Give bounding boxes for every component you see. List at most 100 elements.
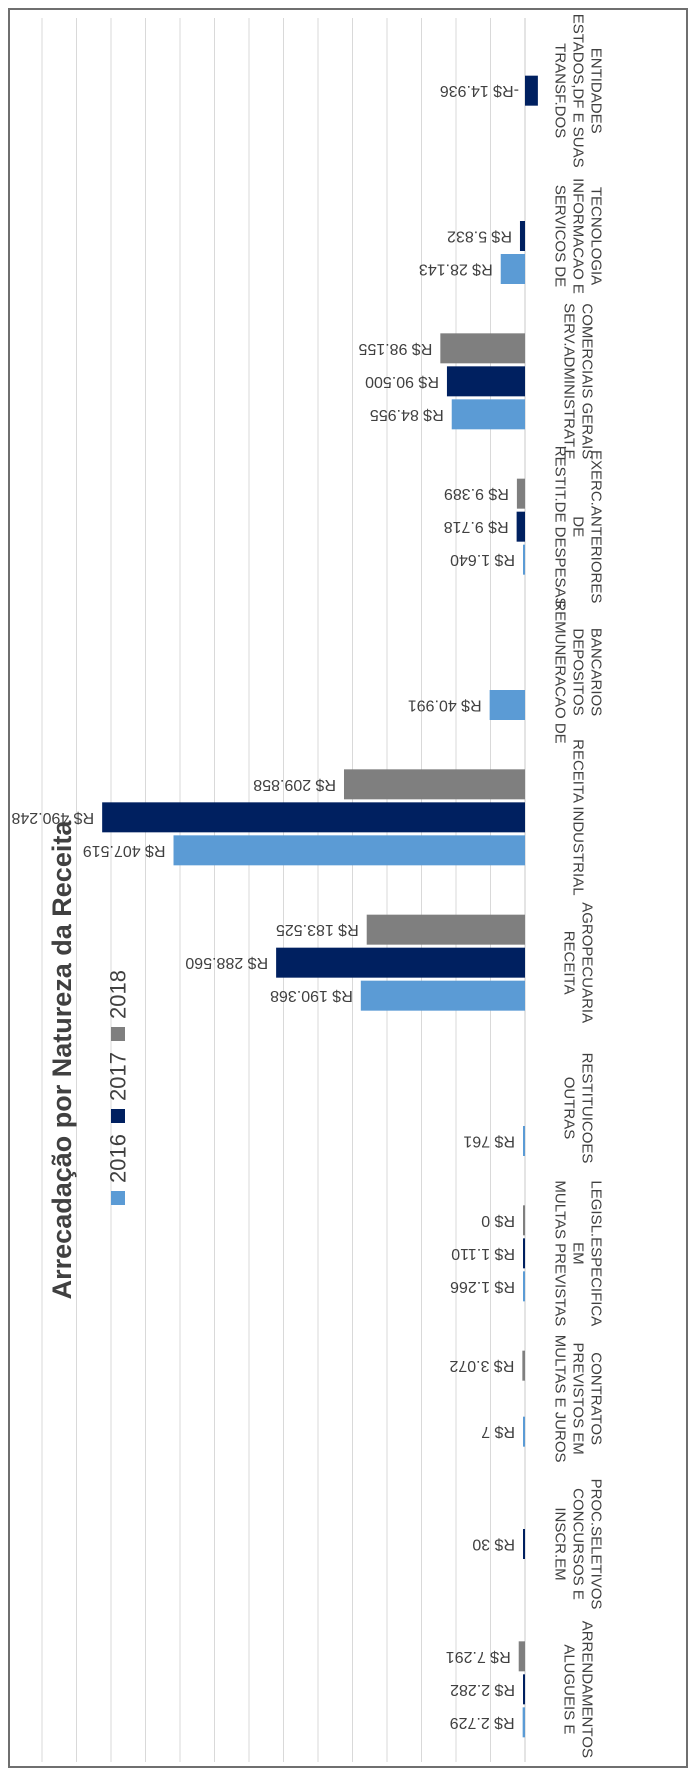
legend-label-2018: 2018	[106, 970, 131, 1019]
bar-2016	[523, 1271, 525, 1302]
data-label: R$ 28.143	[419, 261, 493, 278]
category-label: INSCR.EM CONCURSOS E PROC.SELETIVOS	[552, 1479, 605, 1610]
bar-2017	[523, 1238, 525, 1269]
data-label: R$ 490.248	[11, 809, 94, 826]
bar-2018	[366, 914, 525, 945]
category-label: OUTRAS RESTITUICOES	[561, 1053, 596, 1164]
category-label-line: ESTADOS,DF E SUAS	[570, 14, 587, 168]
bar-2018	[516, 478, 525, 509]
chart-title: Arrecadação por Natureza da Receita	[47, 820, 77, 1300]
category-label-line: EM	[570, 1242, 587, 1265]
category-label-line: BANCARIOS	[588, 628, 605, 716]
data-label: R$ 1.110	[451, 1245, 515, 1262]
data-label: R$ 2.282	[450, 1681, 515, 1698]
bar-2018	[522, 1350, 525, 1381]
bar-2017	[446, 366, 525, 397]
category-label-line: TRANSF.DOS	[552, 43, 569, 138]
data-label: -R$ 14.936	[440, 82, 519, 99]
bar-2018	[343, 769, 525, 800]
bar-2017	[525, 75, 538, 106]
bar-2017	[102, 802, 525, 833]
category-label-line: MULTAS PREVISTAS	[552, 1180, 569, 1326]
data-label: R$ 761	[463, 1133, 515, 1150]
data-label: R$ 209.858	[253, 776, 336, 793]
bar-2017	[276, 947, 525, 978]
category-label: MULTAS E JUROS PREVISTOS EM CONTRATOS	[552, 1335, 605, 1463]
category-label: SERV.ADMINISTRAT.E COMERCIAIS GERAIS	[561, 303, 596, 459]
category-label-line: COMERCIAIS GERAIS	[579, 303, 596, 459]
category-label-line: SERVICOS DE	[552, 185, 569, 287]
category-label-line: OUTRAS	[561, 1077, 578, 1140]
bar-2017	[519, 221, 525, 251]
bar-2017	[523, 1674, 525, 1705]
category-label-line: RECEITA INDUSTRIAL	[570, 739, 587, 895]
category-label-line: ALUGUEIS E	[561, 1644, 578, 1734]
data-label: R$ 3.072	[449, 1357, 514, 1374]
bar-2017	[523, 1529, 525, 1559]
category-label-line: REMUNERACAO DE	[552, 600, 569, 743]
bar-2016	[500, 254, 525, 284]
data-label: R$ 9.718	[444, 518, 509, 535]
data-label: R$ 288.560	[185, 954, 268, 971]
data-label: R$ 2.729	[450, 1714, 515, 1731]
data-label: R$ 7	[481, 1423, 515, 1440]
legend-label-2017: 2017	[106, 1052, 131, 1101]
bar-2016	[523, 544, 525, 575]
bar-2017	[516, 511, 525, 542]
category-label-line: RESTITUICOES	[579, 1053, 596, 1164]
data-label: R$ 7.291	[446, 1648, 511, 1665]
data-label: R$ 40.991	[408, 697, 482, 714]
category-label-line: DE	[570, 516, 587, 537]
data-label: R$ 9.389	[444, 485, 509, 502]
bar-2016	[522, 1707, 525, 1738]
legend-label-2016: 2016	[106, 1134, 131, 1183]
category-label-line: INSCR.EM	[552, 1507, 569, 1580]
data-label: R$ 407.519	[83, 842, 166, 859]
category-label-line: SERV.ADMINISTRAT.E	[561, 303, 578, 459]
bar-2018	[518, 1641, 525, 1672]
category-label: REMUNERACAO DE DEPOSITOS BANCARIOS	[552, 600, 605, 743]
data-label: R$ 84.955	[370, 406, 444, 423]
legend-swatch-2017	[111, 1109, 125, 1123]
bar-2016	[523, 1416, 525, 1447]
category-label-line: RESTIT.DE DESPESAS	[552, 446, 569, 608]
data-label: R$ 183.525	[276, 921, 359, 938]
category-label-line: LEGISL.ESPECIFICA	[588, 1180, 605, 1326]
category-label: ALUGUEIS E ARRENDAMENTOS	[561, 1621, 596, 1758]
category-label: MULTAS PREVISTAS EM LEGISL.ESPECIFICA	[552, 1180, 605, 1326]
category-label-line: DEPOSITOS	[570, 628, 587, 715]
category-label-line: AGROPECUARIA	[579, 902, 596, 1023]
bar-2016	[173, 835, 525, 866]
category-label-line: PROC.SELETIVOS	[588, 1479, 605, 1610]
bar-2016	[451, 399, 525, 430]
bar-2016	[360, 980, 525, 1011]
category-label-line: EXERC.ANTERIORES	[588, 450, 605, 603]
data-label: R$ 30	[472, 1536, 515, 1553]
category-label-line: ENTIDADES	[588, 48, 605, 134]
category-label-line: CONCURSOS E	[570, 1488, 587, 1600]
legend-swatch-2018	[111, 1027, 125, 1041]
data-label: R$ 0	[481, 1212, 515, 1229]
data-label: R$ 98.155	[358, 340, 432, 357]
legend-swatch-2016	[111, 1191, 125, 1205]
bar-2018	[523, 1205, 525, 1236]
data-label: R$ 190.368	[270, 987, 353, 1004]
bar-2016	[489, 690, 525, 720]
category-label-line: INFORMACAO E	[570, 178, 587, 294]
category-label-line: TECNOLOGIA	[588, 187, 605, 285]
data-label: R$ 1.266	[450, 1278, 515, 1295]
category-label: SERVICOS DE INFORMACAO E TECNOLOGIA	[552, 178, 605, 294]
bar-2016	[523, 1126, 525, 1156]
category-label-line: MULTAS E JUROS	[552, 1335, 569, 1463]
category-label-line: PREVISTOS EM	[570, 1343, 587, 1455]
category-label: RESTIT.DE DESPESAS DE EXERC.ANTERIORES	[552, 446, 605, 608]
bar-2018	[440, 333, 525, 364]
data-label: R$ 90.500	[365, 373, 439, 390]
category-label: RECEITA AGROPECUARIA	[561, 902, 596, 1023]
data-label: R$ 5.832	[447, 228, 512, 245]
category-label-line: RECEITA	[561, 931, 578, 995]
category-label: RECEITA INDUSTRIAL	[570, 739, 587, 895]
chart-frame	[8, 8, 688, 1768]
data-label: R$ 1.640	[450, 551, 515, 568]
category-label-line: ARRENDAMENTOS	[579, 1621, 596, 1758]
